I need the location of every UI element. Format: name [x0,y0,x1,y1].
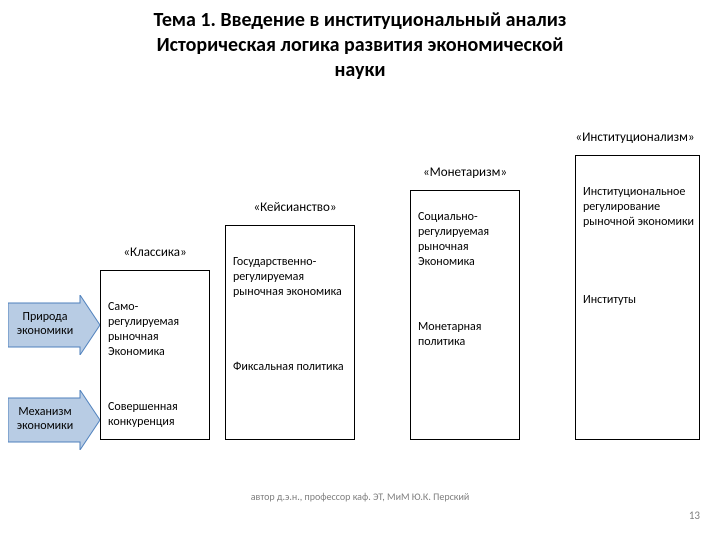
title-line-2: Историческая логика развития экономическ… [157,33,564,57]
label-classics: «Классика» [105,245,205,260]
col-institutionalism-nature: Институциональное регулирование рыночной… [583,185,695,230]
slide-title: Тема 1. Введение в институциональный ана… [0,0,720,87]
col-monetarism-mechanism: Монетарная политика [418,320,514,350]
label-keynesianism: «Кейсианство» [240,200,350,215]
slide-footer: автор д.э.н., профессор каф. ЭТ, МиМ Ю.К… [230,490,490,503]
col-classics-mechanism: Совершенная конкуренция [108,400,204,430]
col-institutionalism-mechanism: Институты [583,293,695,308]
arrow-nature-label: Природа экономики [10,303,80,347]
title-line-3: науки [334,58,385,82]
page-number: 13 [689,509,700,522]
label-institutionalism: «Институционализм» [555,130,715,145]
label-monetarism: «Монетаризм» [410,165,520,180]
arrow-mechanism-label: Механизм экономики [10,398,80,442]
title-line-1: Тема 1. Введение в институциональный ана… [154,8,567,32]
col-keynes-mechanism: Фиксальная политика [233,360,351,375]
col-monetarism-nature: Социально-регулируемая рыночная Экономик… [418,210,514,270]
col-keynes-nature: Государственно-регулируемая рыночная эко… [233,255,351,300]
col-classics-nature: Само-регулируемая рыночная Экономика [108,300,204,360]
